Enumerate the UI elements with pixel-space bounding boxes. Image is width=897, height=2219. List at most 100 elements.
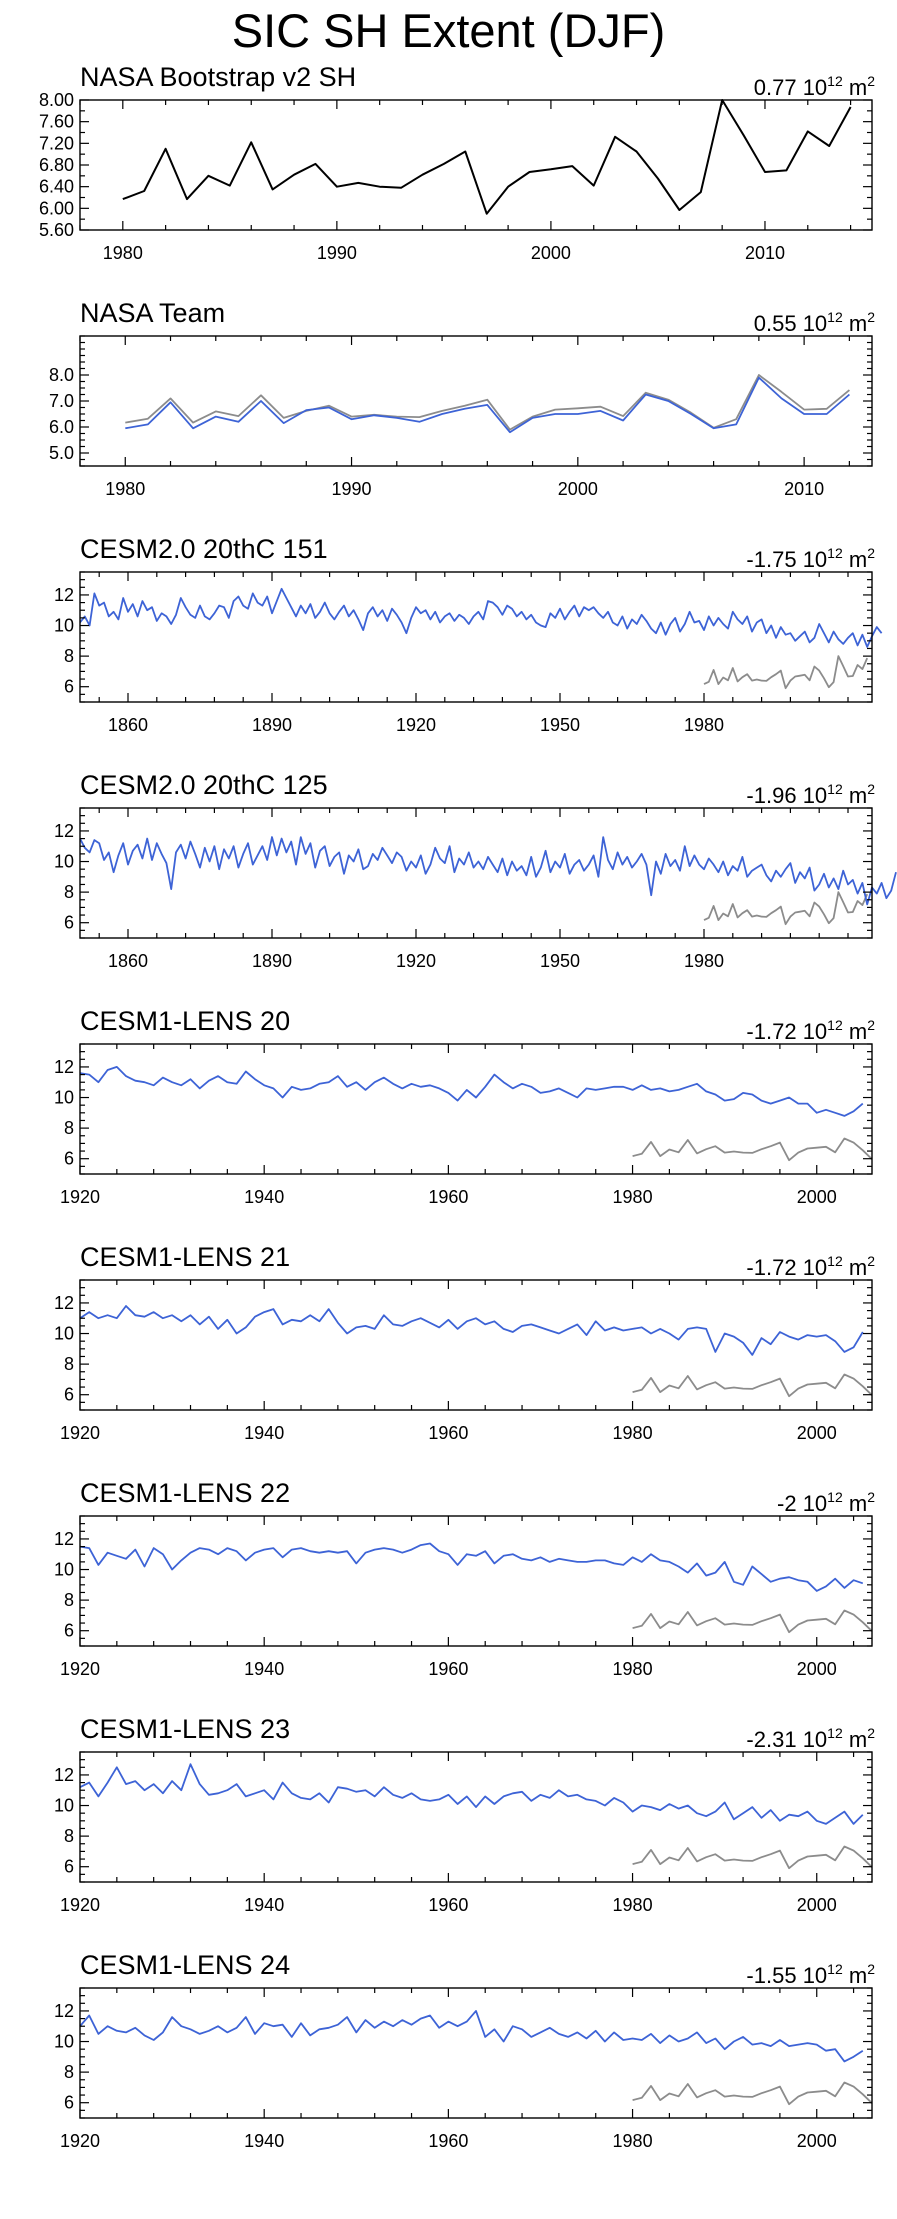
series-line-cesm1-lens-20: [79, 1066, 864, 1117]
y-tick-label: 10: [54, 2032, 74, 2052]
chart-plot: 6 8 10 12 1920 1940 1960 1980 2000: [54, 1751, 873, 1915]
series-line-nasa-bootstrap-v2: [122, 99, 852, 215]
trend-base: 10: [802, 1963, 828, 1988]
chart-panel-cesm1-lens-24: CESM1-LENS 24 -1.55 1012 m2 6 8 10 12 1920 1940…: [0, 1950, 897, 2186]
chart-plot: 5.606.006.406.807.207.608.00 1980 1990 2000…: [39, 90, 873, 263]
series-line-nasa-bootstrap-v2: [125, 374, 850, 431]
plot-frame: [79, 571, 873, 703]
x-tick-label: 1980: [613, 1187, 653, 1207]
y-tick-label: 12: [54, 1293, 74, 1313]
trend-value: -1.75: [746, 547, 797, 572]
y-tick-label: 8: [64, 882, 74, 902]
trend-unit: m: [848, 75, 868, 100]
x-tick-label: 1940: [244, 1895, 284, 1915]
x-tick-label: 1960: [428, 2131, 468, 2151]
trend-exp: 12: [827, 73, 843, 89]
y-tick-label: 8: [64, 646, 74, 666]
series-line-nasa-bootstrap-v2: [703, 891, 869, 926]
x-tick-label: 1920: [60, 2131, 100, 2151]
x-tick-label: 1980: [103, 243, 143, 263]
trend-unit: m: [848, 783, 868, 808]
trend-unit: m: [848, 1963, 868, 1988]
chart-plot: 6 8 10 12 1860 1890 1920 1950 1980: [54, 807, 897, 971]
y-tick-label: 7.0: [49, 391, 74, 411]
trend-label: -1.55 1012 m2: [746, 1956, 875, 1989]
x-tick-label: 1920: [60, 1423, 100, 1443]
trend-unit: m: [848, 1255, 868, 1280]
x-tick-label: 1860: [108, 715, 148, 735]
x-tick-label: 1920: [396, 951, 436, 971]
trend-base: 10: [802, 1255, 828, 1280]
chart-panel-cesm2-0-20thc-125: CESM2.0 20thC 125 -1.96 1012 m2 6 8 10 12 1860…: [0, 770, 897, 1006]
chart-panel-nasa-bootstrap-v2-sh: NASA Bootstrap v2 SH 0.77 1012 m2 5.60 6.00…: [0, 62, 897, 298]
y-tick-label: 6: [64, 1149, 74, 1169]
trend-label: -1.96 1012 m2: [746, 776, 875, 809]
trend-unit: m: [848, 1727, 868, 1752]
plot-frame: [79, 1515, 873, 1647]
trend-label: -1.75 1012 m2: [746, 540, 875, 573]
x-tick-label: 1860: [108, 951, 148, 971]
x-tick-label: 1920: [60, 1895, 100, 1915]
x-tick-label: 1960: [428, 1895, 468, 1915]
x-tick-label: 1980: [613, 1423, 653, 1443]
y-tick-label: 12: [54, 2001, 74, 2021]
trend-exp: 12: [827, 1489, 843, 1505]
y-tick-label: 8: [64, 1118, 74, 1138]
y-tick-label: 6: [64, 677, 74, 697]
trend-unit-exp: 2: [867, 309, 875, 325]
panel-title: CESM2.0 20thC 151: [80, 534, 328, 564]
trend-unit: m: [848, 547, 868, 572]
trend-value: -1.72: [746, 1255, 797, 1280]
trend-label: -2 1012 m2: [777, 1484, 875, 1517]
x-tick-label: 1980: [684, 715, 724, 735]
y-tick-label: 10: [54, 852, 74, 872]
x-tick-label: 2000: [797, 1659, 837, 1679]
x-tick-label: 2000: [558, 479, 598, 499]
trend-value: -1.72: [746, 1019, 797, 1044]
y-tick-label: 12: [54, 821, 74, 841]
trend-exp: 12: [827, 781, 843, 797]
panel-title: CESM1-LENS 20: [80, 1006, 291, 1036]
y-tick-label: 6: [64, 1385, 74, 1405]
trend-unit: m: [848, 1491, 868, 1516]
series-line-nasa-bootstrap-v2: [632, 1137, 873, 1162]
y-tick-label: 6.00: [39, 198, 74, 218]
y-tick-label: 8: [64, 1590, 74, 1610]
plot-frame: [79, 1987, 873, 2119]
x-tick-label: 1890: [252, 715, 292, 735]
chart-plot: 6 8 10 12 1920 1940 1960 1980 2000: [54, 1279, 873, 1443]
chart-plot: 6 8 10 12 1860 1890 1920 1950 1980: [54, 571, 883, 735]
trend-base: 10: [802, 1727, 828, 1752]
y-tick-label: 6.40: [39, 177, 74, 197]
trend-unit-exp: 2: [867, 1725, 875, 1741]
trend-label: -2.31 1012 m2: [746, 1720, 875, 1753]
x-tick-label: 1980: [105, 479, 145, 499]
panel-title: NASA Bootstrap v2 SH: [80, 62, 357, 92]
x-tick-label: 1940: [244, 1187, 284, 1207]
y-tick-label: 6.80: [39, 155, 74, 175]
y-tick-label: 8.0: [49, 365, 74, 385]
trend-value: -1.55: [746, 1963, 797, 1988]
y-tick-label: 10: [54, 1324, 74, 1344]
series-line-cesm1-lens-21: [79, 1305, 864, 1356]
series-line-cesm2-0-20thc-151: [79, 587, 883, 648]
y-tick-label: 12: [54, 1529, 74, 1549]
x-tick-label: 1990: [317, 243, 357, 263]
y-tick-label: 6.0: [49, 417, 74, 437]
trend-base: 10: [802, 547, 828, 572]
x-tick-label: 2000: [797, 1423, 837, 1443]
trend-exp: 12: [827, 1961, 843, 1977]
x-tick-label: 1920: [396, 715, 436, 735]
trend-unit-exp: 2: [867, 781, 875, 797]
trend-base: 10: [802, 311, 828, 336]
x-tick-label: 2010: [745, 243, 785, 263]
panel-title: CESM1-LENS 21: [80, 1242, 291, 1272]
trend-exp: 12: [827, 545, 843, 561]
series-line-nasa-bootstrap-v2: [632, 1845, 873, 1870]
series-line-cesm1-lens-23: [79, 1763, 864, 1825]
panel-title: CESM1-LENS 22: [80, 1478, 291, 1508]
trend-value: 0.55: [753, 311, 797, 336]
trend-value: -2.31: [746, 1727, 797, 1752]
chart-plot: 5.0 6.0 7.0 8.0 1980 1990 2000 2010: [49, 335, 873, 499]
plot-frame: [79, 807, 873, 939]
